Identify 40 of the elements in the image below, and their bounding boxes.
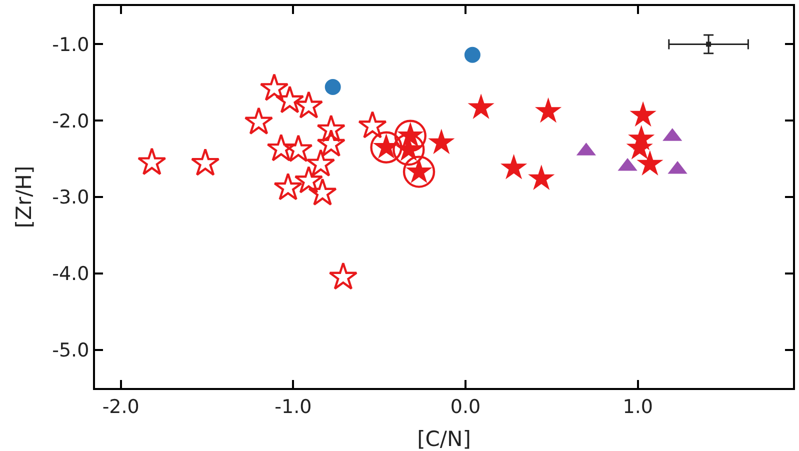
point bbox=[294, 90, 324, 119]
point bbox=[630, 101, 656, 127]
point bbox=[306, 149, 336, 177]
y-tick-label: -2.0 bbox=[52, 110, 90, 132]
point bbox=[428, 128, 455, 154]
point bbox=[260, 73, 289, 101]
x-tick-label: -1.0 bbox=[274, 396, 312, 418]
point bbox=[190, 148, 220, 176]
x-tick-label: 1.0 bbox=[622, 396, 653, 418]
point bbox=[392, 134, 425, 166]
y-tick-label: -5.0 bbox=[52, 339, 90, 362]
point bbox=[500, 154, 528, 180]
x-tick-label: -2.0 bbox=[102, 396, 140, 418]
point bbox=[468, 94, 494, 119]
y-axis-title: [Zr/H] bbox=[12, 166, 36, 228]
point bbox=[274, 172, 302, 200]
point bbox=[370, 131, 402, 164]
point bbox=[358, 110, 387, 138]
y-tick-label: -3.0 bbox=[52, 186, 90, 209]
point bbox=[464, 46, 480, 63]
point bbox=[706, 42, 712, 47]
point bbox=[266, 134, 296, 162]
point bbox=[284, 134, 313, 162]
point bbox=[316, 114, 346, 142]
y-tick-label: -4.0 bbox=[52, 263, 90, 286]
point bbox=[137, 148, 166, 176]
point bbox=[394, 120, 426, 152]
point bbox=[328, 262, 358, 290]
point bbox=[244, 107, 274, 135]
x-axis-title: [C/N] bbox=[417, 427, 471, 451]
x-tick-label: 0.0 bbox=[450, 396, 481, 418]
y-tick-label: -1.0 bbox=[52, 34, 90, 56]
point bbox=[308, 178, 337, 206]
point bbox=[528, 164, 555, 190]
point bbox=[534, 97, 562, 123]
point bbox=[636, 150, 664, 176]
point bbox=[275, 86, 304, 114]
point bbox=[316, 129, 346, 157]
point bbox=[324, 78, 341, 95]
point bbox=[294, 166, 324, 194]
